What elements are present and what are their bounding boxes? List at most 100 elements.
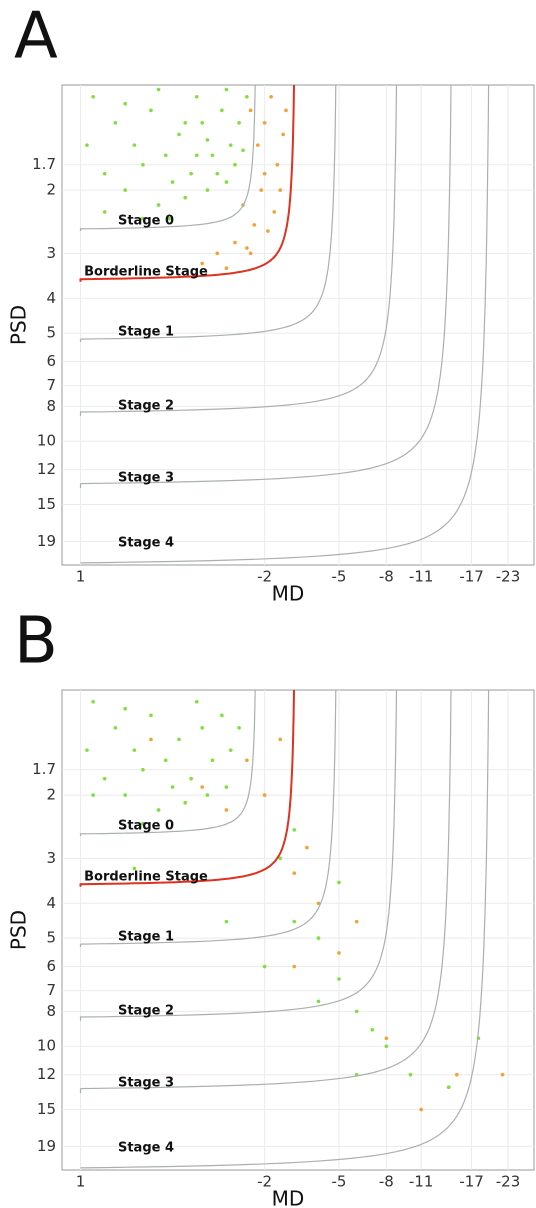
- point: [272, 210, 277, 214]
- x-tick-label: 1: [76, 1173, 86, 1191]
- point: [123, 793, 127, 797]
- point: [262, 171, 267, 176]
- point: [85, 748, 89, 752]
- x-tick-label: -17: [459, 1173, 484, 1191]
- point: [248, 108, 253, 113]
- x-tick-label: -8: [379, 1173, 394, 1191]
- stage-boundary: [79, 84, 337, 343]
- y-tick-label: 3: [46, 244, 56, 262]
- stage-boundary: [79, 689, 256, 837]
- stage-label: Stage 0: [118, 819, 174, 834]
- y-tick-label: 1.7: [32, 760, 56, 778]
- point: [292, 871, 297, 876]
- y-tick-label: 5: [46, 929, 56, 947]
- point: [167, 216, 171, 221]
- x-axis-label: MD: [272, 582, 305, 606]
- point: [85, 143, 89, 147]
- point: [228, 748, 233, 752]
- point: [205, 138, 210, 142]
- stage-boundary: [79, 689, 452, 1094]
- panel-label: B: [14, 605, 58, 679]
- y-tick-label: 8: [46, 1002, 56, 1020]
- point: [194, 153, 199, 158]
- x-axis-label: MD: [272, 1187, 305, 1208]
- point: [177, 132, 181, 137]
- point: [200, 261, 204, 266]
- point: [220, 108, 224, 113]
- point: [189, 171, 193, 176]
- point: [262, 121, 267, 125]
- point: [446, 1085, 451, 1089]
- point: [102, 171, 107, 176]
- point: [316, 901, 321, 906]
- x-tick-label: -11: [409, 568, 434, 586]
- point: [259, 188, 264, 192]
- point: [278, 737, 283, 742]
- y-tick-label: 7: [46, 376, 56, 394]
- stage-boundary: [79, 84, 398, 416]
- point: [245, 246, 249, 250]
- point: [237, 121, 241, 125]
- y-tick-label: 19: [37, 532, 56, 550]
- point: [278, 856, 283, 861]
- stage-label: Stage 3: [118, 1076, 174, 1091]
- y-tick-label: 6: [46, 957, 56, 975]
- point: [177, 737, 181, 742]
- point: [220, 713, 224, 718]
- point: [370, 1028, 375, 1032]
- x-tick-label: -2: [257, 568, 272, 586]
- point: [455, 1072, 459, 1077]
- point: [156, 203, 161, 207]
- x-tick-label: 1: [76, 568, 86, 586]
- point: [281, 132, 285, 137]
- y-tick-label: 15: [37, 1100, 56, 1118]
- point: [248, 251, 253, 256]
- point: [200, 726, 204, 730]
- stage-label: Stage 4: [118, 536, 174, 551]
- point: [241, 148, 245, 153]
- point: [123, 706, 127, 711]
- point: [278, 188, 283, 192]
- point: [170, 180, 175, 184]
- point: [292, 964, 297, 969]
- stage-label: Borderline Stage: [84, 264, 208, 279]
- stage-boundary: [79, 84, 256, 232]
- x-tick-label: -11: [409, 1173, 434, 1191]
- point: [113, 121, 118, 125]
- point: [205, 793, 210, 797]
- point: [91, 94, 95, 99]
- point: [132, 866, 137, 871]
- point: [224, 266, 229, 271]
- point: [194, 94, 199, 99]
- point: [256, 143, 260, 147]
- point: [292, 919, 297, 924]
- y-tick-label: 10: [37, 432, 56, 450]
- point: [156, 87, 161, 92]
- point: [224, 919, 229, 924]
- point: [354, 919, 359, 924]
- point: [149, 108, 153, 113]
- point: [205, 188, 210, 192]
- y-tick-label: 7: [46, 981, 56, 999]
- point: [210, 758, 215, 763]
- point: [163, 758, 168, 763]
- stage-boundary: [79, 689, 398, 1021]
- panel: A 1.7 2 3 4 5 6 7 8 10 12 15 19 1 -2 -5 -8 -11 -17 -23 MD PSD…: [7, 0, 535, 606]
- x-tick-label: -23: [496, 1173, 521, 1191]
- point: [233, 162, 237, 167]
- stage-label: Stage 3: [118, 471, 174, 486]
- point: [102, 210, 107, 214]
- point: [245, 758, 249, 763]
- y-tick-label: 10: [37, 1037, 56, 1055]
- point: [233, 240, 237, 245]
- point: [156, 808, 161, 812]
- point: [215, 171, 220, 176]
- point: [305, 845, 309, 850]
- point: [183, 800, 188, 805]
- point: [316, 936, 321, 940]
- stage-label: Stage 1: [118, 325, 174, 340]
- stage-label: Stage 4: [118, 1141, 174, 1156]
- point: [102, 776, 107, 781]
- point: [292, 828, 297, 832]
